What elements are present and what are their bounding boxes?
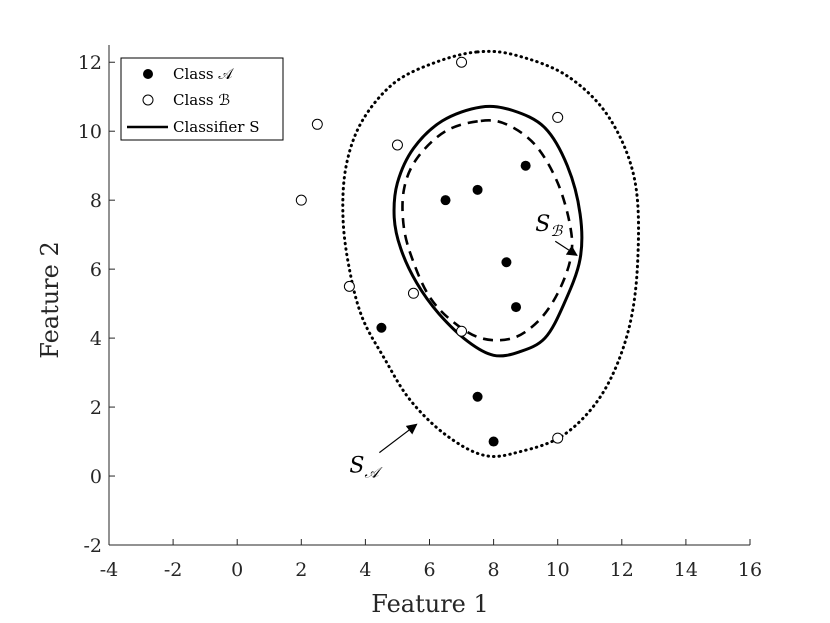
legend-label-class-a: Class 𝒜	[173, 65, 234, 83]
x-tick-label: 2	[295, 559, 307, 581]
class-b-point	[552, 111, 564, 123]
x-axis-ticks: -4 -2 0 2 4 6 8 10 12 14 16	[100, 539, 762, 581]
y-tick-label: 12	[78, 52, 102, 74]
x-tick-label: 0	[231, 559, 243, 581]
class-a-point	[501, 257, 512, 268]
class-b-point	[456, 56, 468, 68]
x-tick-label: 8	[488, 559, 500, 581]
x-tick-label: 4	[359, 559, 371, 581]
y-tick-label: 10	[78, 121, 102, 143]
class-a-point	[376, 322, 387, 333]
class-a-point	[440, 195, 451, 206]
class-a-point	[520, 160, 531, 171]
class-a-point	[472, 391, 483, 402]
x-tick-label: 6	[423, 559, 435, 581]
s-b-boundary	[401, 119, 574, 342]
legend-label-class-b: Class ℬ	[173, 91, 230, 109]
class-b-point	[343, 280, 355, 292]
s-b-arrow	[554, 240, 578, 256]
annotation-subscript: 𝒜	[364, 464, 383, 482]
y-tick-label: -2	[83, 535, 102, 557]
y-axis-label: Feature 2	[36, 241, 64, 359]
data-points	[295, 56, 564, 447]
class-b-point	[456, 325, 468, 337]
class-b-point	[391, 139, 403, 151]
x-tick-label: 14	[674, 559, 698, 581]
x-axis-label: Feature 1	[371, 590, 489, 618]
legend-marker-class-b	[142, 94, 154, 106]
x-tick-label: -4	[100, 559, 119, 581]
s-a-boundary	[341, 49, 641, 458]
y-tick-label: 6	[90, 259, 102, 281]
y-axis-ticks: -2 0 2 4 6 8 10 12	[78, 52, 115, 557]
y-tick-label: 2	[90, 397, 102, 419]
y-tick-label: 8	[90, 190, 102, 212]
decision-boundaries	[341, 49, 641, 458]
x-tick-label: 10	[546, 559, 570, 581]
legend-label-classifier: Classifier S	[173, 118, 260, 136]
class-a-point	[511, 302, 522, 313]
class-b-point	[295, 194, 307, 206]
class-b-point	[552, 432, 564, 444]
y-tick-label: 0	[90, 466, 102, 488]
annotations: Sℬ S𝒜	[349, 212, 578, 482]
y-tick-label: 4	[90, 328, 102, 350]
legend-marker-class-a	[143, 69, 153, 79]
class-a-point	[472, 184, 483, 195]
annotation-subscript: ℬ	[550, 222, 563, 240]
legend: Class 𝒜 Class ℬ Classifier S	[120, 57, 284, 141]
class-b-point	[407, 287, 419, 299]
classifier-s-boundary	[392, 104, 584, 358]
class-a-point	[488, 436, 499, 447]
s-b-annotation: Sℬ	[535, 212, 563, 240]
x-tick-label: 12	[610, 559, 634, 581]
s-a-annotation: S𝒜	[349, 454, 383, 482]
x-tick-label: -2	[164, 559, 183, 581]
x-tick-label: 16	[738, 559, 762, 581]
s-a-arrow	[379, 423, 418, 454]
class-b-point	[311, 118, 323, 130]
